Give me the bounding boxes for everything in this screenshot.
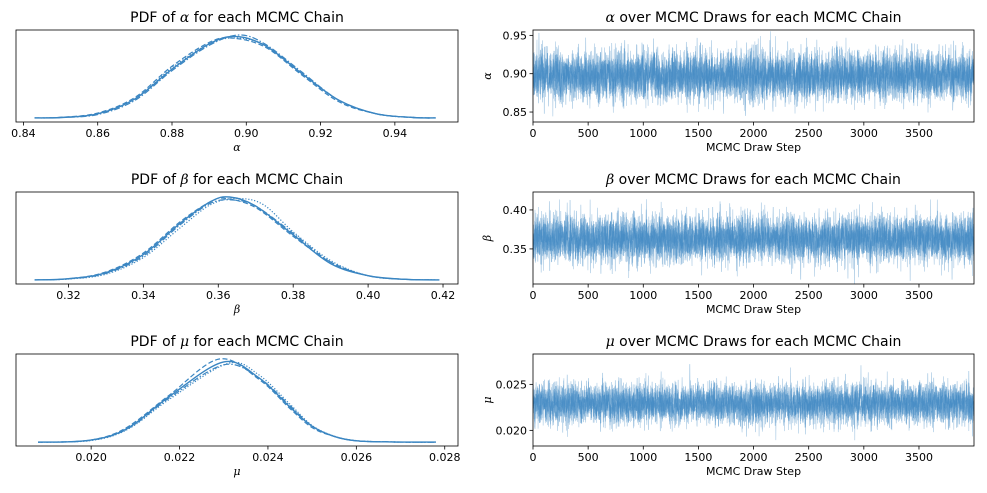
beta-trace-ylabel: β [481,235,494,242]
beta-xtick-label: 0.32 [56,289,81,302]
beta-trace-xlabel: MCMC Draw Step [706,303,801,316]
mu-pdf-xlabel: μ [233,465,240,478]
alpha-xtick-label: 0.90 [234,127,259,140]
beta-pdf-chain-3 [34,199,440,281]
mu-trace-title: μ over MCMC Draws for each MCMC Chain [606,334,902,350]
alpha-pdf-chain-1 [34,35,436,119]
mu-trace-chain-4 [533,371,974,437]
beta-xtick-label: 0.42 [431,289,456,302]
mu-trace-chain-3 [533,367,974,441]
alpha-pdf-xlabel: α [233,141,241,154]
mu-ytick-label: 0.020 [496,424,528,437]
beta-trace-title: β over MCMC Draws for each MCMC Chain [605,172,901,188]
alpha-pdf-chain-3 [34,34,436,119]
alpha-trace-chain-3 [533,36,974,114]
alpha-xtick-label: 0.92 [308,127,333,140]
beta-ytick-label: 0.40 [503,204,528,217]
mu-pdf-panel: PDF of μ for each MCMC Chain 0.020 0.022 0.… [15,334,461,478]
alpha-xtick-label: 1500 [684,127,712,140]
alpha-trace-title: α over MCMC Draws for each MCMC Chain [605,10,901,26]
mu-pdf-chain-1 [38,360,436,443]
beta-trace-chain-2 [533,201,974,284]
beta-pdf-panel: PDF of β for each MCMC Chain 0.32 0.34 0.36… [15,172,459,316]
beta-xtick-label: 3000 [850,289,878,302]
mu-pdf-chain-3 [38,363,436,443]
alpha-trace-chain-2 [533,37,974,112]
beta-xtick-label: 2500 [795,289,823,302]
alpha-pdf-chain-4 [34,37,436,119]
mu-xtick-label: 0.028 [429,451,461,464]
beta-ytick-label: 0.35 [503,243,528,256]
mu-xtick-label: 0.020 [75,451,107,464]
mu-xtick-label: 0.022 [164,451,196,464]
alpha-pdf-chain-2 [34,37,436,119]
mu-trace-panel: μ over MCMC Draws for each MCMC Chain 0.0… [481,334,975,478]
mu-xtick-label: 3000 [850,451,878,464]
beta-pdf-xlabel: β [233,303,240,316]
beta-xtick-label: 0.40 [356,289,381,302]
alpha-xtick-label: 2000 [740,127,768,140]
alpha-xtick-label: 0.94 [383,127,408,140]
alpha-axes-frame [15,29,459,123]
mu-xtick-label: 0.026 [341,451,373,464]
alpha-xtick-label: 500 [578,127,599,140]
beta-xtick-label: 2000 [740,289,768,302]
alpha-trace-panel: α over MCMC Draws for each MCMC Chain 0.8… [481,10,975,154]
mu-trace-xlabel: MCMC Draw Step [706,465,801,478]
mu-xtick-label: 1000 [629,451,657,464]
mu-xtick-label: 500 [578,451,599,464]
mu-xtick-label: 1500 [684,451,712,464]
mu-ytick-label: 0.025 [496,378,528,391]
beta-xtick-label: 1000 [629,289,657,302]
alpha-ytick-label: 0.90 [503,68,528,81]
alpha-xtick-label: 0.84 [11,127,36,140]
alpha-ytick-label: 0.85 [503,106,528,119]
beta-xtick-label: 1500 [684,289,712,302]
beta-xtick-label: 3500 [905,289,933,302]
alpha-xtick-label: 2500 [795,127,823,140]
alpha-xtick-label: 0.86 [85,127,110,140]
mu-axes-frame [532,353,975,447]
beta-xtick-label: 0.36 [206,289,231,302]
alpha-xtick-label: 0.88 [160,127,185,140]
alpha-axes-frame [532,29,975,123]
mu-xtick-label: 0.024 [252,451,284,464]
alpha-pdf-panel: PDF of α for each MCMC Chain 0.84 0.86 0.88… [11,10,459,154]
alpha-ytick-label: 0.95 [503,29,528,42]
beta-xtick-label: 0.38 [281,289,306,302]
beta-pdf-chain-1 [34,196,440,281]
beta-xtick-label: 500 [578,289,599,302]
mu-pdf-title: PDF of μ for each MCMC Chain [130,334,343,350]
mu-xtick-label: 2000 [740,451,768,464]
beta-pdf-chain-4 [34,197,440,281]
mu-axes-frame [15,353,459,447]
beta-pdf-chain-2 [34,197,440,281]
mu-xtick-label: 0 [530,451,537,464]
alpha-xtick-label: 0 [530,127,537,140]
alpha-xtick-label: 1000 [629,127,657,140]
mu-trace-ylabel: μ [481,396,494,403]
beta-trace-panel: β over MCMC Draws for each MCMC Chain 0.3… [481,172,975,316]
mu-trace-chain-2 [533,365,974,437]
beta-xtick-label: 0.34 [131,289,156,302]
beta-axes-frame [532,191,975,285]
beta-trace-chain-3 [533,199,974,277]
beta-axes-frame [15,191,459,285]
beta-trace-chain-4 [533,199,974,279]
mu-xtick-label: 2500 [795,451,823,464]
mu-xtick-label: 3500 [905,451,933,464]
alpha-xtick-label: 3500 [905,127,933,140]
beta-xtick-label: 0 [530,289,537,302]
alpha-pdf-title: PDF of α for each MCMC Chain [130,10,344,26]
beta-pdf-title: PDF of β for each MCMC Chain [131,172,343,188]
alpha-trace-chain-4 [533,31,974,117]
alpha-trace-ylabel: α [481,72,494,80]
alpha-trace-xlabel: MCMC Draw Step [706,141,801,154]
alpha-xtick-label: 3000 [850,127,878,140]
mu-pdf-chain-4 [38,361,436,443]
mu-pdf-chain-2 [38,358,436,443]
